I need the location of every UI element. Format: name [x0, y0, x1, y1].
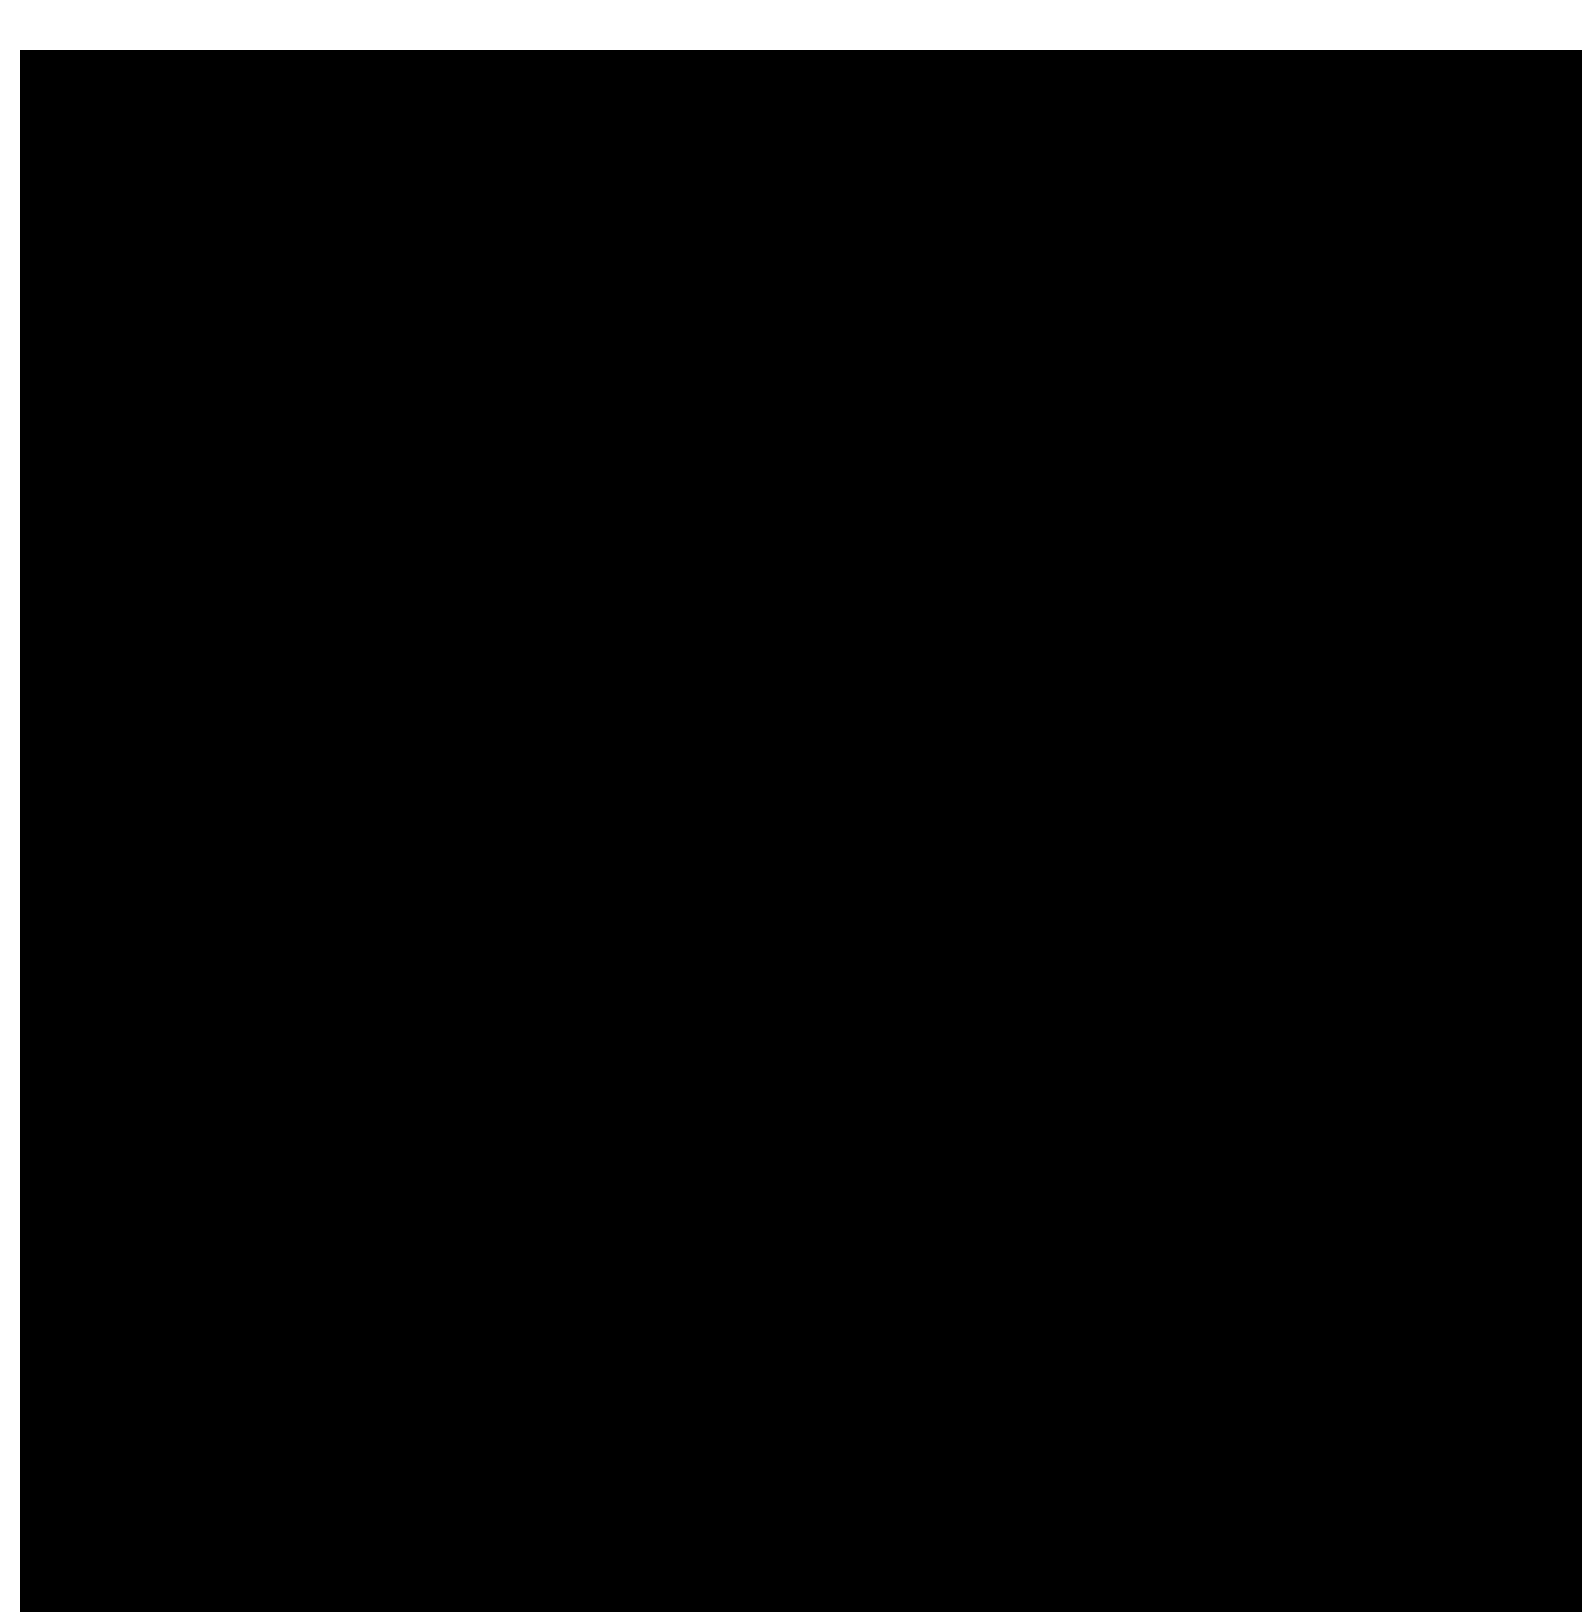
word-cloud [20, 50, 1582, 1612]
word-cloud-canvas [20, 50, 1582, 1612]
